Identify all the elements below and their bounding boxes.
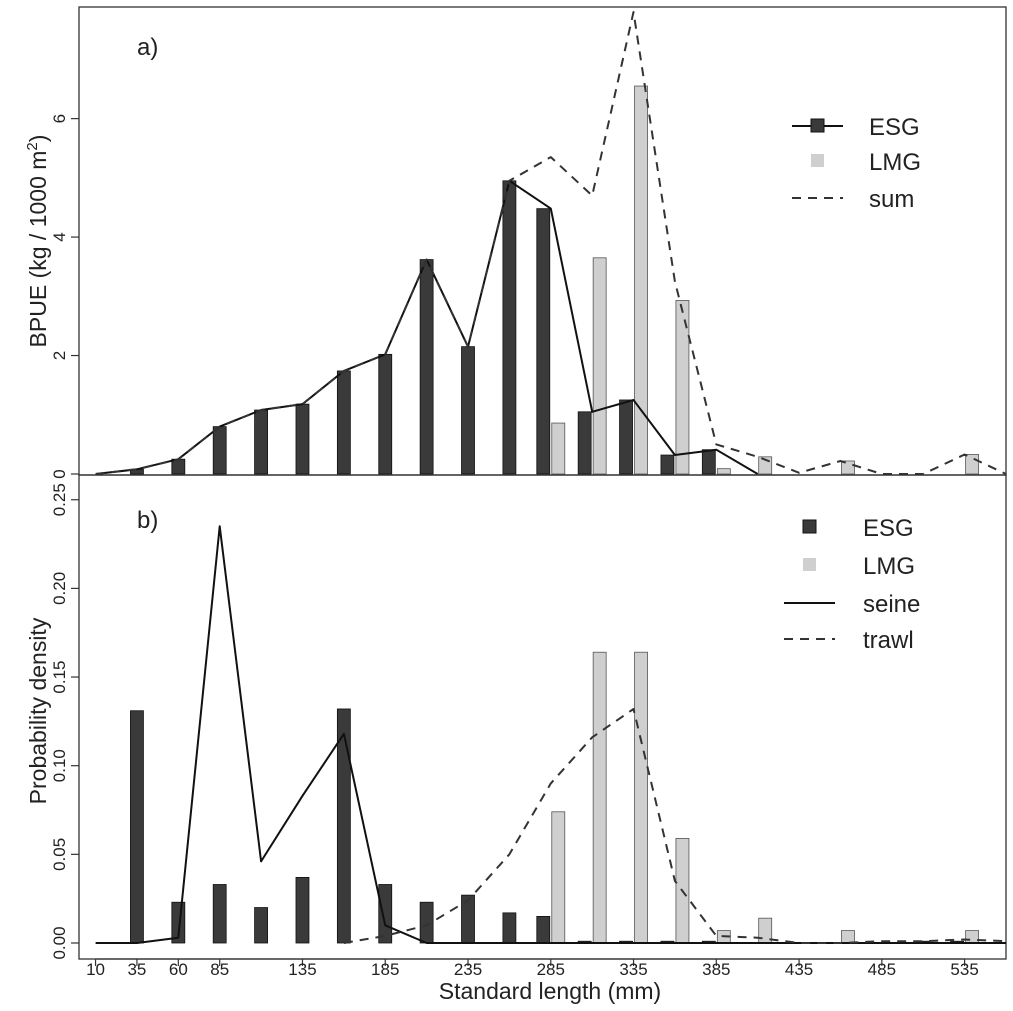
panel-b-legend-esg: ESG: [802, 515, 914, 542]
x-tick-label: 10: [86, 960, 105, 979]
panel-a-lmg-bar: [551, 422, 566, 475]
panel-b-legend: ESG LMG seine trawl: [784, 515, 920, 654]
x-tick-label: 235: [454, 960, 482, 979]
panel-b-legend-esg-label: ESG: [863, 515, 914, 542]
panel-a-y-tick-label: 6: [50, 114, 69, 123]
panel-b-y-tick-label: 0.10: [50, 749, 69, 782]
x-axis-title: Standard length (mm): [439, 978, 661, 1004]
x-tick-label: 60: [169, 960, 188, 979]
x-tick-label: 285: [537, 960, 565, 979]
panel-b-lmg-bar: [634, 651, 648, 944]
panel-b-legend-seine: seine: [784, 591, 920, 618]
panel-b-y-tick-label: 0.00: [50, 926, 69, 959]
panel-a-lmg-bar: [592, 257, 607, 475]
panel-a-esg-bar: [619, 399, 633, 475]
panel-b-y-axis-title: Probability density: [25, 617, 51, 804]
panel-b-lmg-bar: [965, 930, 980, 944]
panel-a-esg-bar: [660, 454, 675, 475]
panel-b-legend-esg-swatch: [802, 519, 817, 534]
panel-a-y-axis-title: BPUE (kg / 1000 m2): [24, 135, 51, 348]
panel-a-lmg-bar: [675, 300, 690, 475]
x-tick-label: 535: [950, 960, 978, 979]
panel-b-legend-trawl: trawl: [784, 627, 914, 654]
panel-b-y-tick-label: 0.20: [50, 572, 69, 605]
panel-b-esg-bar: [336, 708, 351, 944]
panel-b-trawl-line: [343, 708, 1007, 944]
x-tick-label: 485: [868, 960, 896, 979]
x-tick-label: 185: [371, 960, 399, 979]
panel-b: 0.00 0.05 0.10 0.15 0.20 0.25 10 35 60 85 135 185 2…: [25, 474, 1007, 1004]
panel-a-y-tick-label: 2: [50, 351, 69, 360]
panel-a-esg-bar: [536, 208, 551, 475]
panel-b-lmg-bar: [592, 651, 607, 944]
x-tick-label: 135: [288, 960, 316, 979]
panel-b-lines: [95, 525, 1007, 944]
panel-b-legend-lmg-label: LMG: [863, 553, 915, 580]
panel-a-lmg-bar: [841, 460, 855, 475]
panel-a-legend-lmg-label: LMG: [869, 149, 921, 176]
panel-a-esg-bar: [378, 353, 393, 475]
panel-b-label: b): [137, 507, 158, 534]
panel-b-y-axis: 0.00 0.05 0.10 0.15 0.20 0.25: [50, 483, 79, 960]
panel-a-esg-bar: [577, 411, 592, 475]
panel-b-legend-trawl-label: trawl: [863, 627, 914, 654]
panel-b-legend-seine-label: seine: [863, 591, 920, 618]
panel-a-legend-esg-swatch: [810, 118, 825, 133]
panel-a-y-axis-title-end: ): [25, 135, 51, 143]
panel-a-legend-lmg: LMG: [811, 149, 921, 176]
panel-a-esg-bar: [701, 449, 716, 475]
panel-b-y-tick-label: 0.25: [50, 483, 69, 516]
panel-a-bars: [130, 85, 980, 475]
panel-b-esg-bar: [295, 876, 310, 944]
panel-b-esg-bar: [254, 907, 268, 944]
x-tick-label: 435: [785, 960, 813, 979]
panel-b-x-axis: 10 35 60 85 135 185 235 285 335 385 435 485 535: [86, 958, 979, 979]
panel-b-seine-line: [95, 525, 1006, 944]
x-tick-label: 35: [127, 960, 146, 979]
panel-a-y-axis-title-superscript: 2: [24, 142, 41, 150]
panel-b-esg-bar: [212, 884, 227, 944]
panel-a-label: a): [137, 34, 158, 61]
x-tick-label: 85: [210, 960, 229, 979]
panel-a-lmg-bar: [634, 85, 648, 475]
panel-a-legend-sum: sum: [792, 186, 914, 213]
panel-b-esg-bar: [130, 710, 144, 944]
panel-a-sum-line: [95, 11, 1007, 475]
panel-a-esg-bar: [461, 346, 475, 475]
panel-b-legend-lmg-swatch: [803, 558, 816, 571]
panel-b-y-tick-label: 0.15: [50, 660, 69, 693]
panel-a-esg-bar: [171, 458, 186, 475]
x-tick-label: 335: [619, 960, 647, 979]
panel-a-lmg-bar: [965, 454, 980, 475]
panel-b-esg-bar: [502, 912, 517, 944]
panel-a-esg-bar: [295, 403, 310, 475]
panel-a-y-tick-label: 0: [50, 469, 69, 478]
panel-a-y-axis: 0 2 4 6: [50, 114, 79, 479]
panel-a-esg-bar: [254, 409, 268, 475]
panel-b-lmg-bar: [841, 930, 855, 944]
panel-b-esg-bar: [419, 901, 434, 944]
panel-a-legend-esg: ESG: [792, 114, 920, 141]
panel-a-legend-lmg-swatch: [811, 154, 824, 167]
panel-a-y-axis-title-main: BPUE (kg / 1000 m: [25, 151, 51, 348]
panel-b-lmg-bar: [551, 811, 566, 944]
panel-a-legend: ESG LMG sum: [792, 114, 921, 213]
panel-a-legend-sum-label: sum: [869, 186, 914, 213]
x-tick-label: 385: [702, 960, 730, 979]
panel-a-esg-bar: [419, 259, 434, 475]
panel-b-legend-lmg: LMG: [803, 553, 915, 580]
panel-a-legend-esg-label: ESG: [869, 114, 920, 141]
panel-a-esg-bar: [212, 426, 227, 475]
panel-a-esg-bar: [336, 370, 351, 475]
panel-b-esg-bar: [378, 884, 393, 944]
panel-b-esg-bar: [536, 916, 551, 944]
panel-b-y-tick-label: 0.05: [50, 838, 69, 871]
panel-a-esg-bar: [502, 180, 517, 475]
panel-a-lines: [95, 11, 1007, 475]
panel-a-lmg-bar: [716, 468, 731, 475]
panel-a-y-tick-label: 4: [50, 232, 69, 241]
panel-b-bars: [130, 651, 980, 944]
